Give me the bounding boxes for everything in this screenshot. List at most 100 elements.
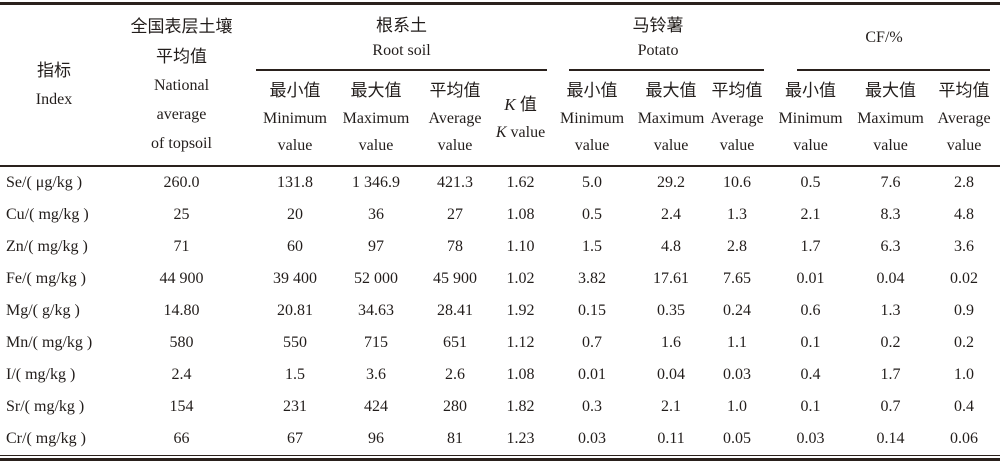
cell-value: 0.03	[768, 423, 854, 456]
k-label-zh: 值	[519, 94, 537, 114]
avg-label-en2: value	[946, 136, 982, 154]
potato-avg-header: 平均值 Average value	[706, 71, 769, 167]
cell-value: 4.8	[954, 206, 975, 223]
cell-value: 71	[173, 238, 190, 255]
cell-value: 2.1	[661, 398, 682, 415]
cf-min-header: 最小值 Minimum value	[768, 71, 854, 167]
cell-value: 17.61	[653, 270, 690, 287]
table-body: Se/( μg/kg ) 260.0 131.8 1 346.9 421.3 1…	[0, 166, 1000, 456]
cell-value: 5.0	[582, 174, 603, 191]
cell-value: 0.15	[578, 302, 607, 319]
cell-value: 0.06	[928, 423, 1000, 456]
min-label-zh: 最小值	[566, 81, 618, 101]
cell-value: 0.6	[800, 302, 821, 319]
cell-value: 44 900	[159, 270, 204, 287]
cell-value: 0.04	[876, 270, 905, 287]
cell-value: 131.8	[277, 174, 313, 191]
max-label-en2: value	[653, 136, 689, 154]
cell-value: 0.35	[657, 302, 686, 319]
cell-value: 0.7	[582, 334, 603, 351]
cell-value: 550	[283, 334, 307, 351]
cell-value: 0.2	[880, 334, 901, 351]
row-label: I/( mg/kg )	[6, 366, 76, 383]
root-soil-min-header: 最小值 Minimum value	[255, 71, 335, 167]
cell-value: 1.08	[506, 366, 535, 383]
min-label-en2: value	[277, 136, 313, 154]
cell-value: 39 400	[273, 270, 317, 287]
cell-value: 0.11	[636, 423, 707, 456]
cell-value: 8.3	[880, 206, 901, 223]
statistics-table: 指标 Index 全国表层土壤 平均值 National average of …	[0, 5, 1000, 456]
cell-value: 280	[443, 398, 467, 415]
min-label-en1: Minimum	[560, 109, 625, 127]
cell-value: 260.0	[163, 174, 200, 191]
min-label-en1: Minimum	[778, 109, 843, 127]
potato-min-header: 最小值 Minimum value	[548, 71, 637, 167]
potato-title-zh: 马铃薯	[632, 15, 684, 35]
avg-label-en1: Average	[428, 109, 482, 127]
cell-value: 0.05	[706, 423, 769, 456]
cell-value: 0.01	[578, 366, 607, 383]
table-row: Mn/( mg/kg ) 580 550 715 651 1.12 0.7 1.…	[0, 327, 1000, 359]
cell-value: 2.8	[954, 174, 975, 191]
cell-value: 1.7	[800, 238, 821, 255]
national-header-line2: 平均值	[156, 47, 207, 66]
cell-value: 1.3	[727, 206, 748, 223]
table-row: I/( mg/kg ) 2.4 1.5 3.6 2.6 1.08 0.01 0.…	[0, 359, 1000, 391]
national-average-column-header: 全国表层土壤 平均值 National average of topsoil	[108, 5, 255, 167]
avg-label-zh: 平均值	[938, 81, 990, 101]
cell-value: 2.1	[800, 206, 821, 223]
cell-value: 0.4	[954, 398, 975, 415]
min-label-en2: value	[574, 136, 610, 154]
min-label-en2: value	[793, 136, 828, 154]
cell-value: 81	[417, 423, 493, 456]
cell-value: 0.3	[582, 398, 603, 415]
cell-value: 1.10	[506, 238, 535, 255]
cell-value: 0.03	[548, 423, 637, 456]
max-label-en1: Maximum	[857, 109, 924, 127]
cell-value: 7.65	[723, 270, 752, 287]
cell-value: 1.7	[880, 366, 901, 383]
cell-value: 1.5	[285, 366, 305, 383]
cell-value: 421.3	[437, 174, 473, 191]
cell-value: 651	[443, 334, 467, 351]
table-row: Cu/( mg/kg ) 25 20 36 27 1.08 0.5 2.4 1.…	[0, 199, 1000, 231]
cell-value: 7.6	[880, 174, 901, 191]
cf-title: CF/%	[865, 29, 903, 46]
cell-value: 0.03	[723, 366, 752, 383]
national-header-line3: National	[153, 77, 210, 94]
row-label: Se/( μg/kg )	[6, 174, 83, 191]
cell-value: 1 346.9	[352, 174, 400, 191]
cell-value: 0.5	[582, 206, 603, 223]
max-label-en2: value	[358, 136, 394, 154]
cell-value: 20.81	[277, 302, 313, 319]
cell-value: 580	[169, 334, 194, 351]
table-bottom-rule	[0, 458, 1000, 461]
cell-value: 0.9	[954, 302, 975, 319]
row-label: Cu/( mg/kg )	[6, 206, 89, 223]
cell-value: 0.2	[954, 334, 975, 351]
cell-value: 2.4	[171, 366, 192, 383]
national-header-line1: 全国表层土壤	[130, 17, 233, 36]
min-label-zh: 最小值	[269, 81, 321, 101]
potato-spanner-rule	[569, 69, 765, 71]
group-header-row: 指标 Index 全国表层土壤 平均值 National average of …	[0, 5, 1000, 167]
max-label-zh: 最大值	[350, 81, 402, 101]
k-symbol: K	[504, 94, 516, 114]
root-soil-spanner-rule	[256, 69, 548, 71]
root-soil-avg-header: 平均值 Average value	[417, 71, 493, 167]
max-label-en1: Maximum	[637, 109, 705, 127]
cf-avg-header: 平均值 Average value	[928, 71, 1000, 167]
avg-label-zh: 平均值	[711, 81, 763, 101]
k-label-en: value	[510, 123, 546, 141]
cell-value: 1.3	[880, 302, 901, 319]
table-row: Zn/( mg/kg ) 71 60 97 78 1.10 1.5 4.8 2.…	[0, 231, 1000, 263]
potato-title-en: Potato	[637, 42, 679, 60]
k-symbol-en: K	[495, 123, 507, 141]
table-row: Cr/( mg/kg ) 66 67 96 81 1.23 0.03 0.11 …	[0, 423, 1000, 456]
index-header-en: Index	[35, 91, 73, 108]
cell-value: 231	[283, 398, 307, 415]
row-label: Fe/( mg/kg )	[6, 270, 86, 287]
root-soil-title-zh: 根系土	[376, 15, 428, 35]
index-column-header: 指标 Index	[0, 5, 108, 167]
